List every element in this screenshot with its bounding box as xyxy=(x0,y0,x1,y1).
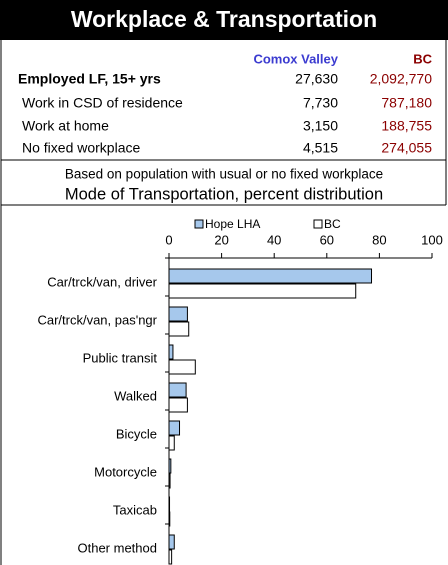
y-tick-label: Motorcycle xyxy=(94,464,157,479)
legend-label: BC xyxy=(324,217,341,231)
x-tick-label: 40 xyxy=(267,232,281,247)
row-label: Work in CSD of residence xyxy=(22,95,183,111)
legend-swatch xyxy=(313,219,323,229)
cell: 3,150 xyxy=(303,118,338,134)
x-tick-label: 0 xyxy=(165,232,172,247)
x-tick-label: 20 xyxy=(214,232,228,247)
bar xyxy=(168,473,171,489)
bar xyxy=(168,344,174,360)
cell: 27,630 xyxy=(295,71,338,87)
bar xyxy=(168,435,175,451)
y-tick-label: Bicycle xyxy=(116,426,157,441)
cell: 7,730 xyxy=(303,95,338,111)
column-header: BC xyxy=(413,51,432,66)
x-tick-label: 100 xyxy=(421,232,443,247)
cell: 274,055 xyxy=(381,140,432,156)
legend-swatch xyxy=(194,219,204,229)
bar xyxy=(168,458,172,474)
bar xyxy=(168,321,190,337)
x-tick-label: 60 xyxy=(320,232,334,247)
y-tick-label: Car/trck/van, pas'ngr xyxy=(37,312,157,327)
cell: 188,755 xyxy=(381,118,432,134)
cell: 2,092,770 xyxy=(370,71,432,87)
y-tick-label: Walked xyxy=(114,388,157,403)
cell: 4,515 xyxy=(303,140,338,156)
note: Based on population with usual or no fix… xyxy=(65,167,383,182)
y-tick-label: Other method xyxy=(78,540,158,555)
title-band xyxy=(0,0,448,40)
bar xyxy=(168,306,188,322)
row-label: Employed LF, 15+ yrs xyxy=(18,71,161,87)
bar xyxy=(168,283,357,299)
bar xyxy=(168,397,188,413)
bar xyxy=(168,511,171,527)
bar xyxy=(168,359,196,375)
cell: 787,180 xyxy=(381,95,432,111)
page-title: Workplace & Transportation xyxy=(71,6,377,32)
row-label: Work at home xyxy=(22,118,109,134)
bar xyxy=(168,496,171,512)
bar xyxy=(168,534,175,550)
bar xyxy=(168,549,173,565)
bar xyxy=(168,268,373,284)
row-label: No fixed workplace xyxy=(22,140,140,156)
y-tick-label: Car/trck/van, driver xyxy=(47,274,157,289)
chart-title: Mode of Transportation, percent distribu… xyxy=(65,185,383,203)
y-tick-label: Public transit xyxy=(83,350,158,365)
bar xyxy=(168,420,181,436)
y-tick-label: Taxicab xyxy=(113,502,157,517)
x-tick-label: 80 xyxy=(372,232,386,247)
legend-label: Hope LHA xyxy=(205,217,260,231)
column-header: Comox Valley xyxy=(253,51,338,66)
bar xyxy=(168,382,187,398)
